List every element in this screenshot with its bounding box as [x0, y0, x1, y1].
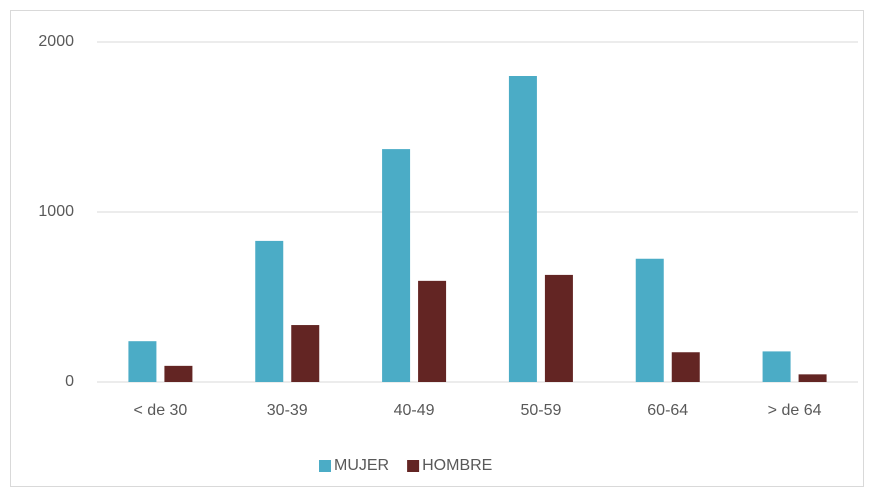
chart-border	[10, 10, 864, 487]
bar	[128, 341, 157, 382]
y-tick-label: 0	[65, 373, 74, 390]
bar	[798, 374, 827, 382]
bar	[762, 351, 791, 382]
bar	[164, 365, 193, 382]
bar	[635, 258, 664, 382]
y-tick-label: 2000	[38, 33, 74, 50]
bar	[671, 352, 700, 382]
bar	[382, 149, 411, 382]
bar	[255, 240, 284, 382]
x-tick-label: > de 64	[768, 402, 822, 419]
legend-swatch	[407, 460, 420, 472]
bar	[418, 280, 447, 382]
legend-label: MUJER	[334, 457, 389, 474]
x-tick-label: 60-64	[647, 402, 688, 419]
bar	[508, 76, 537, 382]
x-tick-label: 40-49	[394, 402, 435, 419]
legend-label: HOMBRE	[422, 457, 492, 474]
x-tick-label: < de 30	[134, 402, 188, 419]
x-tick-label: 50-59	[520, 402, 561, 419]
bar	[544, 274, 573, 382]
y-tick-label: 1000	[38, 203, 74, 220]
x-tick-label: 30-39	[267, 402, 308, 419]
bar	[291, 325, 320, 382]
legend-swatch	[319, 460, 331, 472]
